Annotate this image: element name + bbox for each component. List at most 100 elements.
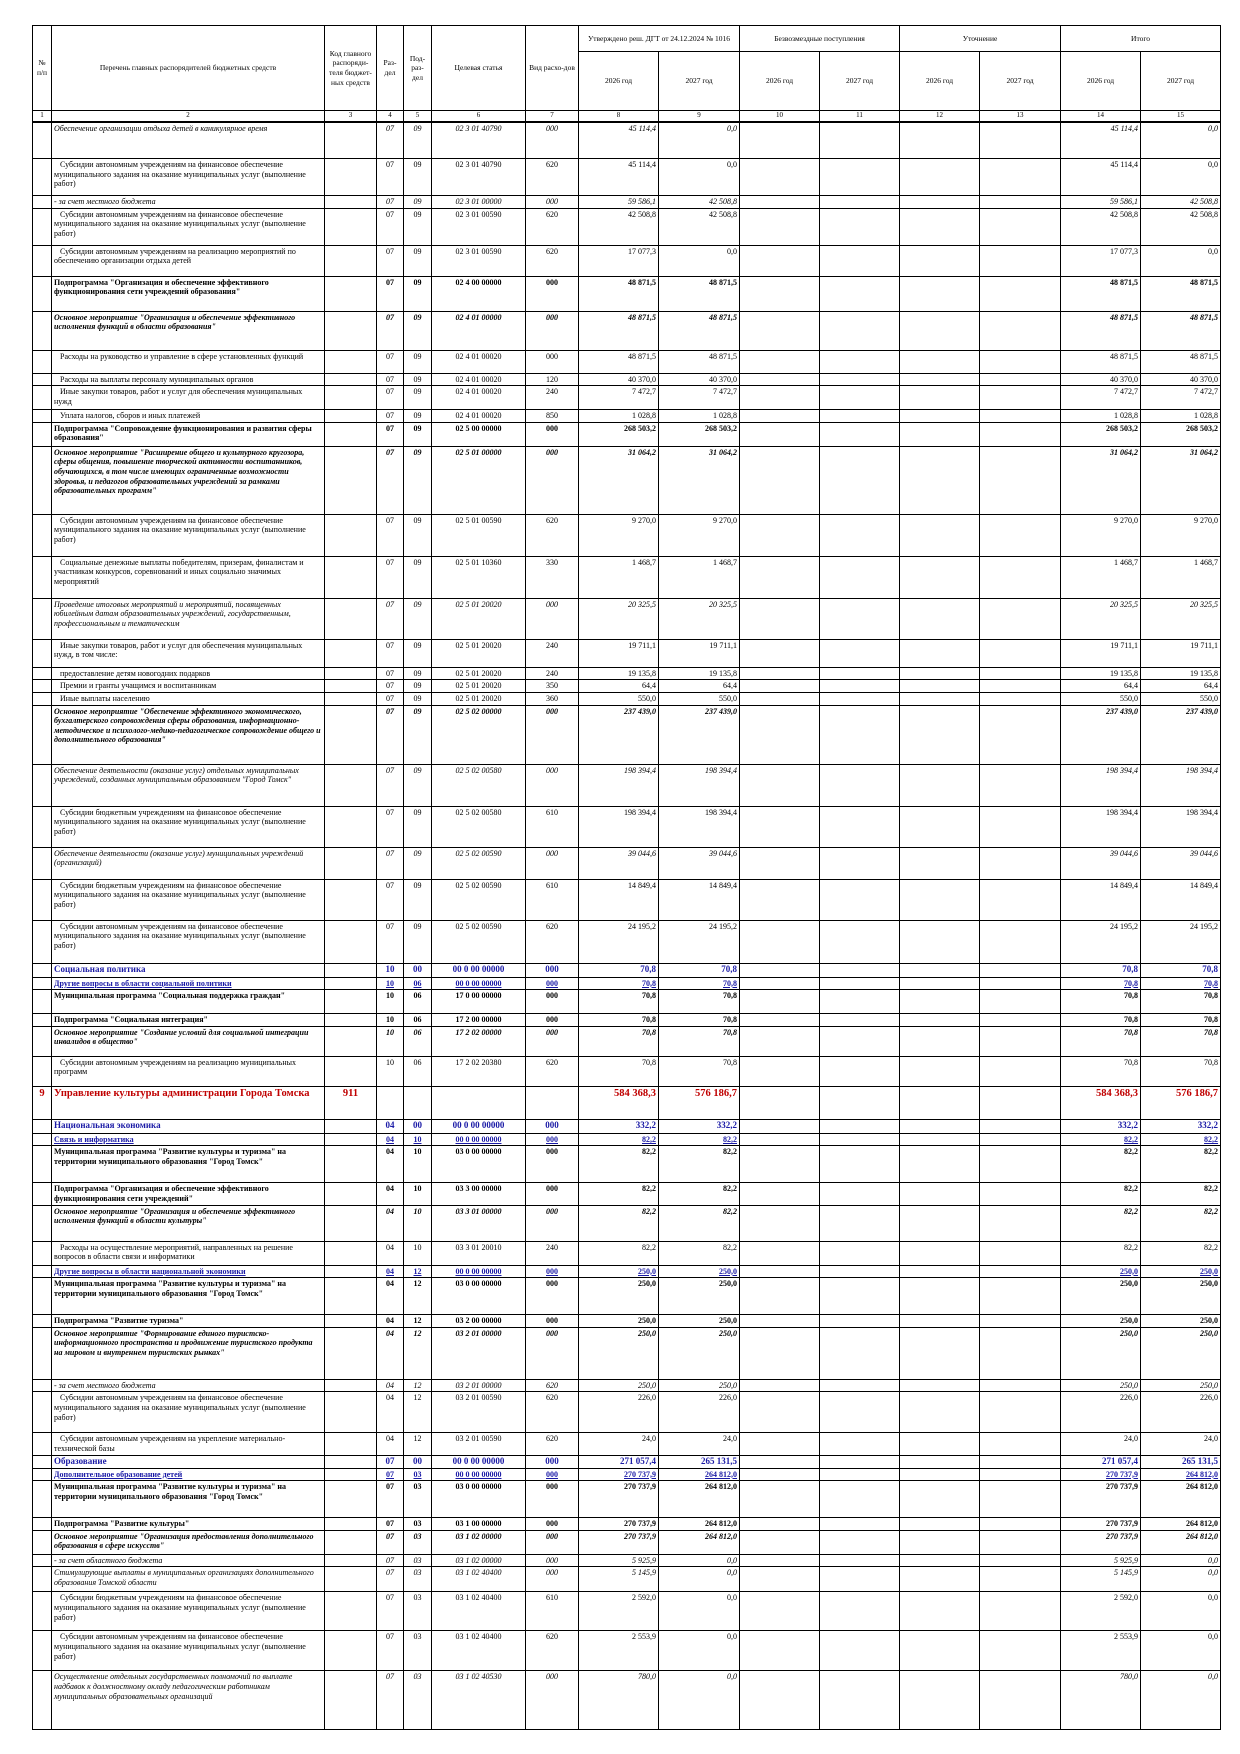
adjust-2027: [979, 1432, 1062, 1456]
adjust-2027: [979, 1025, 1062, 1057]
approved-2027: 70,8: [657, 976, 741, 991]
section: 04: [376, 1264, 404, 1279]
row-code: [324, 1432, 377, 1456]
total-2026: 17 077,3: [1060, 244, 1142, 277]
grants-2027: [819, 207, 901, 246]
adjust-2026: [899, 385, 981, 411]
approved-2026: 2 553,9: [578, 1630, 659, 1672]
table-row: Муниципальная программа "Развитие культу…: [32, 1277, 1222, 1316]
kind: 350: [525, 679, 579, 694]
row-number: [32, 962, 52, 978]
kind: 620: [525, 1055, 579, 1087]
grants-2026: [739, 421, 821, 447]
row-number: [32, 121, 52, 160]
row-name: Субсидии автономным учреждениям на реали…: [51, 1055, 325, 1087]
total-2026: 198 394,4: [1060, 805, 1142, 848]
target: 03 3 01 00000: [431, 1204, 526, 1242]
table-row: Основное мероприятие "Организация предос…: [32, 1529, 1222, 1555]
section: 07: [376, 409, 404, 423]
adjust-2026: [899, 878, 981, 921]
row-number: [32, 1467, 52, 1482]
approved-2026: 198 394,4: [578, 805, 659, 848]
approved-2026: 198 394,4: [578, 763, 659, 807]
total-2026: 82,2: [1060, 1132, 1142, 1147]
section: 10: [376, 989, 404, 1015]
grants-2026: [739, 349, 821, 374]
adjust-2027: [979, 692, 1062, 706]
table-row: Субсидии автономным учреждениям на финан…: [32, 207, 1222, 246]
adjust-2026: [899, 976, 981, 991]
grants-2026: [739, 244, 821, 277]
table-body: Обеспечение организации отдыха детей в к…: [32, 121, 1222, 1731]
row-code: [324, 1118, 377, 1134]
approved-2026: 780,0: [578, 1670, 659, 1731]
adjust-2026: [899, 445, 981, 515]
target: 00 0 00 00000: [431, 1454, 526, 1469]
target: 03 1 00 00000: [431, 1517, 526, 1531]
total-2026: 1 468,7: [1060, 555, 1142, 599]
grants-2026: [739, 878, 821, 921]
adjust-2026: [899, 409, 981, 423]
grants-2027: [819, 158, 901, 197]
target: 02 4 01 00020: [431, 409, 526, 423]
total-2027: 0,0: [1140, 1553, 1222, 1568]
grants-2026: [739, 1145, 821, 1184]
row-name: Муниципальная программа "Развитие культу…: [51, 1277, 325, 1316]
row-number: [32, 1670, 52, 1731]
header-cell: Раз-дел: [376, 25, 404, 111]
kind: 000: [525, 597, 579, 640]
grants-2027: [819, 310, 901, 351]
target: 00 0 00 00000: [431, 976, 526, 991]
table-row: Другие вопросы в области социальной поли…: [32, 976, 1222, 991]
adjust-2026: [899, 1391, 981, 1434]
section: 07: [376, 445, 404, 515]
row-name: Социальная политика: [51, 962, 325, 978]
approved-2026: 42 508,8: [578, 207, 659, 246]
total-2026: 250,0: [1060, 1314, 1142, 1328]
year-header: 2026 год: [739, 51, 821, 111]
section: 10: [376, 962, 404, 978]
grants-2026: [739, 1391, 821, 1434]
grants-2027: [819, 962, 901, 978]
row-number: [32, 846, 52, 880]
grants-2026: [739, 409, 821, 423]
adjust-2027: [979, 1314, 1062, 1328]
adjust-2027: [979, 805, 1062, 848]
grants-2027: [819, 1132, 901, 1147]
row-number: [32, 976, 52, 991]
kind: 620: [525, 158, 579, 197]
target: 03 1 02 00000: [431, 1553, 526, 1568]
approved-2027: 48 871,5: [657, 275, 741, 312]
table-row: 9 Управление культуры администрации Город…: [32, 1085, 1222, 1120]
row-code: [324, 158, 377, 197]
approved-2026: 268 503,2: [578, 421, 659, 447]
row-code: [324, 1264, 377, 1279]
target: 02 3 01 00590: [431, 207, 526, 246]
adjust-2027: [979, 1145, 1062, 1184]
column-number: 3: [324, 109, 377, 123]
row-code: [324, 763, 377, 807]
kind: 850: [525, 409, 579, 423]
adjust-2027: [979, 1566, 1062, 1593]
section: 07: [376, 244, 404, 277]
adjust-2026: [899, 1566, 981, 1593]
table-row: Подпрограмма "Социальная интеграция" 10 06…: [32, 1013, 1222, 1027]
adjust-2027: [979, 1013, 1062, 1027]
total-2027: 70,8: [1140, 1055, 1222, 1087]
table-row: Подпрограмма "Развитие туризма" 04 12 03 2 …: [32, 1314, 1222, 1328]
kind: 000: [525, 1517, 579, 1531]
row-code: [324, 692, 377, 706]
row-code: [324, 385, 377, 411]
grants-2026: [739, 704, 821, 765]
grants-2027: [819, 1025, 901, 1057]
subsection: 12: [403, 1277, 432, 1316]
subsection: 09: [403, 878, 432, 921]
adjust-2027: [979, 1204, 1062, 1242]
total-2026: 5 145,9: [1060, 1566, 1142, 1593]
row-name: Муниципальная программа "Развитие культу…: [51, 1145, 325, 1184]
approved-2027: 0,0: [657, 158, 741, 197]
grants-2026: [739, 1085, 821, 1120]
total-2027: 250,0: [1140, 1326, 1222, 1380]
row-code: [324, 275, 377, 312]
row-code: [324, 878, 377, 921]
